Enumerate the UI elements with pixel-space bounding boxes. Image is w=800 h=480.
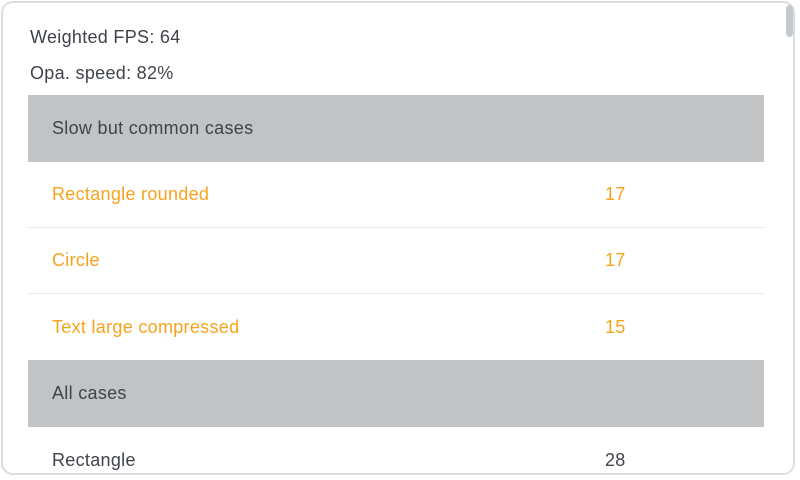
result-row-fps-value: 28 xyxy=(605,449,626,470)
weighted-fps-label: Weighted FPS: 64 xyxy=(30,27,181,47)
vertical-scrollbar-thumb[interactable] xyxy=(786,5,793,37)
result-row-label: Rectangle xyxy=(52,449,136,470)
result-row-circle: Circle 17 xyxy=(28,228,764,294)
section-header-label: All cases xyxy=(52,383,127,403)
result-row-text-large-compressed: Text large compressed 15 xyxy=(28,294,764,360)
result-row-rectangle: Rectangle 28 xyxy=(28,427,764,473)
section-header-slow-cases: Slow but common cases xyxy=(28,95,764,162)
section-header-label: Slow but common cases xyxy=(52,118,254,138)
result-row-label: Circle xyxy=(52,250,100,270)
section-header-all-cases: All cases xyxy=(28,360,764,427)
result-row-fps-value: 17 xyxy=(605,184,626,204)
result-row-label: Text large compressed xyxy=(52,316,240,337)
result-row-label: Rectangle rounded xyxy=(52,184,210,204)
opa-speed-label: Opa. speed: 82% xyxy=(30,63,174,83)
result-row-fps-value: 15 xyxy=(605,316,626,337)
result-row-rectangle-rounded: Rectangle rounded 17 xyxy=(28,162,764,228)
result-row-fps-value: 17 xyxy=(605,250,626,270)
